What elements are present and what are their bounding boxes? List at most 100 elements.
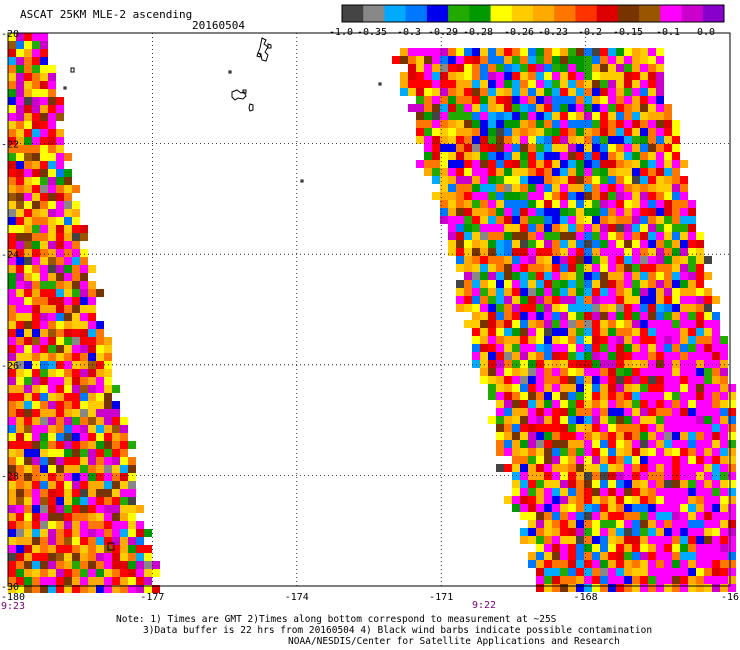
data-cell [632, 64, 640, 72]
data-cell [704, 424, 712, 432]
data-cell [528, 56, 536, 64]
data-cell [560, 360, 568, 368]
data-cell [480, 112, 488, 120]
data-cell [112, 513, 120, 521]
data-cell [136, 585, 144, 593]
data-cell [472, 120, 480, 128]
data-cell [632, 136, 640, 144]
data-cell [480, 344, 488, 352]
data-cell [664, 512, 672, 520]
data-cell [576, 136, 584, 144]
data-cell [8, 457, 16, 465]
data-cell [632, 472, 640, 480]
data-cell [584, 144, 592, 152]
data-cell [576, 120, 584, 128]
data-cell [672, 440, 680, 448]
data-cell [616, 552, 624, 560]
data-cell [480, 208, 488, 216]
data-cell [72, 289, 80, 297]
data-cell [656, 456, 664, 464]
data-cell [632, 504, 640, 512]
data-cell [592, 104, 600, 112]
data-cell [64, 321, 72, 329]
data-cell [544, 520, 552, 528]
data-cell [480, 328, 488, 336]
data-cell [40, 89, 48, 97]
data-cell [112, 521, 120, 529]
data-cell [496, 72, 504, 80]
data-cell [456, 152, 464, 160]
data-cell [704, 408, 712, 416]
data-cell [576, 128, 584, 136]
data-cell [72, 425, 80, 433]
data-cell [488, 56, 496, 64]
data-cell [472, 248, 480, 256]
data-cell [80, 393, 88, 401]
data-cell [688, 560, 696, 568]
data-cell [496, 408, 504, 416]
data-cell [488, 232, 496, 240]
data-cell [480, 88, 488, 96]
data-cell [584, 472, 592, 480]
data-cell [448, 192, 456, 200]
colorbar-swatch [596, 5, 619, 22]
data-cell [64, 233, 72, 241]
data-cell [704, 384, 712, 392]
data-cell [520, 160, 528, 168]
data-cell [72, 345, 80, 353]
data-cell [520, 88, 528, 96]
data-cell [48, 145, 56, 153]
data-cell [640, 352, 648, 360]
data-cell [72, 585, 80, 593]
data-cell [584, 128, 592, 136]
data-cell [464, 304, 472, 312]
data-cell [560, 504, 568, 512]
data-cell [40, 249, 48, 257]
data-cell [600, 448, 608, 456]
data-cell [8, 417, 16, 425]
data-cell [688, 528, 696, 536]
data-cell [496, 224, 504, 232]
data-cell [536, 80, 544, 88]
data-cell [128, 513, 136, 521]
data-cell [24, 561, 32, 569]
data-cell [664, 360, 672, 368]
data-cell [40, 297, 48, 305]
data-cell [496, 120, 504, 128]
data-cell [24, 153, 32, 161]
data-cell [624, 480, 632, 488]
data-cell [496, 368, 504, 376]
data-cell [480, 136, 488, 144]
data-cell [512, 384, 520, 392]
data-cell [632, 552, 640, 560]
data-cell [656, 64, 664, 72]
data-cell [536, 56, 544, 64]
data-cell [64, 537, 72, 545]
data-cell [600, 336, 608, 344]
data-cell [128, 481, 136, 489]
data-cell [464, 264, 472, 272]
data-cell [552, 464, 560, 472]
data-cell [640, 216, 648, 224]
data-cell [480, 144, 488, 152]
data-cell [704, 352, 712, 360]
data-cell [632, 256, 640, 264]
data-cell [544, 376, 552, 384]
data-cell [488, 80, 496, 88]
data-cell [704, 288, 712, 296]
data-cell [504, 264, 512, 272]
data-cell [648, 168, 656, 176]
data-cell [672, 312, 680, 320]
data-cell [80, 585, 88, 593]
data-cell [528, 528, 536, 536]
data-cell [408, 88, 416, 96]
data-cell [704, 504, 712, 512]
data-cell [688, 448, 696, 456]
data-cell [536, 408, 544, 416]
data-cell [704, 472, 712, 480]
data-cell [40, 569, 48, 577]
data-cell [16, 505, 24, 513]
data-cell [608, 448, 616, 456]
data-cell [480, 224, 488, 232]
data-cell [664, 248, 672, 256]
